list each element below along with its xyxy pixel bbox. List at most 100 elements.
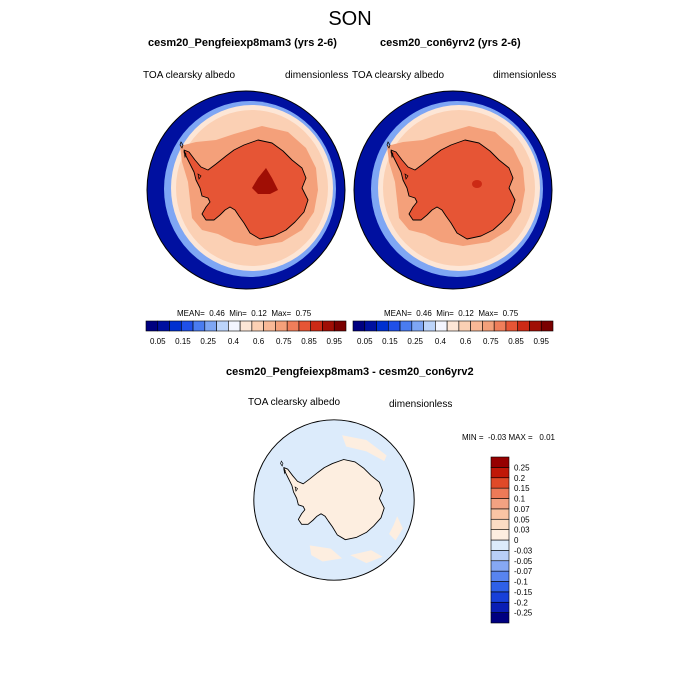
colorbar-tick-label: 0.75 <box>276 337 292 346</box>
colorbar-swatch <box>228 320 241 332</box>
island-outline-2 <box>404 173 409 180</box>
colorbar-swatch <box>490 550 510 562</box>
colorbar-tick-label: 0.05 <box>357 337 373 346</box>
colorbar-swatch <box>411 320 424 332</box>
panel2-stats: MEAN= 0.46 Min= 0.12 Max= 0.75 <box>384 309 518 318</box>
panel1-units-label: dimensionless <box>285 70 349 81</box>
panel3-stats: MIN = -0.03 MAX = 0.01 <box>462 433 555 442</box>
panel3-units-label: dimensionless <box>389 399 453 410</box>
panel1-polar-map <box>146 90 346 290</box>
colorbar-swatch <box>180 320 194 332</box>
colorbar-tick-label: -0.25 <box>514 609 533 618</box>
map-border <box>353 90 553 290</box>
colorbar-swatch <box>482 320 495 332</box>
colorbar-swatch <box>145 320 159 332</box>
colorbar-swatch <box>490 508 510 520</box>
island-outline-0 <box>386 141 391 149</box>
colorbar-swatch <box>310 320 323 332</box>
sea-ice-difference-patch-south <box>350 550 383 564</box>
colorbar-swatch <box>490 539 510 551</box>
panel1-max-label: Max= <box>271 309 292 318</box>
colorbar-tick-label: 0.95 <box>533 337 549 346</box>
island-outline-1 <box>390 150 394 159</box>
colorbar-swatch <box>387 320 401 332</box>
colorbar-tick-label: 0.95 <box>326 337 342 346</box>
colorbar-tick-label: 0.15 <box>175 337 191 346</box>
colorbar-swatch <box>157 320 170 332</box>
colorbar-tick-label: 0.1 <box>514 495 526 504</box>
colorbar-tick-label: -0.15 <box>514 588 533 597</box>
colorbar-swatch <box>286 320 300 332</box>
colorbar-swatch <box>204 320 217 332</box>
island-outline-2 <box>294 486 298 492</box>
colorbar-swatch <box>540 320 554 332</box>
panel2-max-label: Max= <box>478 309 499 318</box>
panel2-variable-label: TOA clearsky albedo <box>352 70 445 81</box>
colorbar-swatch <box>423 320 436 332</box>
map-group <box>253 419 415 581</box>
colorbar-tick-label: 0.15 <box>514 484 530 493</box>
colorbar-swatch <box>490 560 510 572</box>
colorbar-swatch <box>376 320 389 332</box>
island-outline-0 <box>280 460 284 467</box>
panel2-colorbar: 0.05 0.15 0.25 0.4 0.6 0.75 0.85 0.95 <box>352 320 554 346</box>
colorbar-tick-label: -0.07 <box>514 567 533 576</box>
colorbar-tick-label: -0.03 <box>514 546 533 555</box>
panel2-mean-label: MEAN= <box>384 309 412 318</box>
colorbar-swatch <box>490 601 510 613</box>
panel1-min-label: Min= <box>229 309 247 318</box>
map-border <box>146 90 346 290</box>
panel2-min-value: 0.12 <box>458 309 474 318</box>
colorbar-tick-label: 0.85 <box>508 337 524 346</box>
colorbar-tick-label: -0.05 <box>514 557 533 566</box>
interior-max-region <box>252 168 278 194</box>
colorbar-swatch <box>263 320 276 332</box>
colorbar-swatch <box>529 320 542 332</box>
panel2-max-value: 0.75 <box>502 309 519 318</box>
sea-ice-difference-patch-north <box>342 435 387 462</box>
colorbar-tick-label: 0.05 <box>514 515 530 524</box>
colorbar-tick-label: 0.75 <box>483 337 499 346</box>
figure-title: SON <box>328 8 372 30</box>
colorbar-swatch <box>490 570 510 582</box>
colorbar-swatch <box>490 498 510 510</box>
colorbar-swatch <box>505 320 519 332</box>
colorbar-swatch <box>216 320 229 332</box>
panel2-polar-map <box>353 90 553 290</box>
colorbar-swatch <box>490 581 510 593</box>
colorbar-swatch <box>470 320 483 332</box>
panel1-min-value: 0.12 <box>251 309 267 318</box>
map-border <box>253 419 415 581</box>
panel3-title: cesm20_Pengfeiexp8mam3 - cesm20_con6yrv2 <box>226 366 474 378</box>
colorbar-tick-label: 0.2 <box>514 474 526 483</box>
panel2-units-label: dimensionless <box>493 70 557 81</box>
island-outline-1 <box>183 150 187 159</box>
colorbar-swatch <box>490 518 510 530</box>
colorbar-tick-label: 0.25 <box>407 337 423 346</box>
colorbar-swatch <box>435 320 448 332</box>
colorbar-swatch <box>333 320 347 332</box>
colorbar-swatch <box>192 320 206 332</box>
colorbar-tick-label: 0.15 <box>382 337 398 346</box>
island-outline-0 <box>179 141 184 149</box>
colorbar-tick-label: 0.4 <box>435 337 447 346</box>
colorbar-swatch <box>490 467 510 479</box>
colorbar-tick-label: -0.2 <box>514 598 528 607</box>
colorbar-swatch <box>493 320 507 332</box>
panel3-max-value: 0.01 <box>539 433 555 442</box>
island-outline-1 <box>283 468 286 475</box>
panel1-variable-label: TOA clearsky albedo <box>143 70 236 81</box>
panel2-min-label: Min= <box>436 309 454 318</box>
colorbar-tick-label: 0.6 <box>460 337 472 346</box>
colorbar-tick-label: 0.6 <box>253 337 265 346</box>
colorbar-swatch <box>298 320 312 332</box>
panel3-min-label: MIN = <box>462 433 484 442</box>
colorbar-tick-label: 0.25 <box>514 463 530 472</box>
colorbar-swatch <box>322 320 335 332</box>
colorbar-swatch <box>490 529 510 541</box>
colorbar-swatch <box>458 320 471 332</box>
colorbar-tick-label: 0.4 <box>228 337 240 346</box>
sea-ice-difference-patch-southwest <box>309 545 343 562</box>
colorbar-swatch <box>364 320 377 332</box>
colorbar-tick-label: 0 <box>514 536 519 545</box>
